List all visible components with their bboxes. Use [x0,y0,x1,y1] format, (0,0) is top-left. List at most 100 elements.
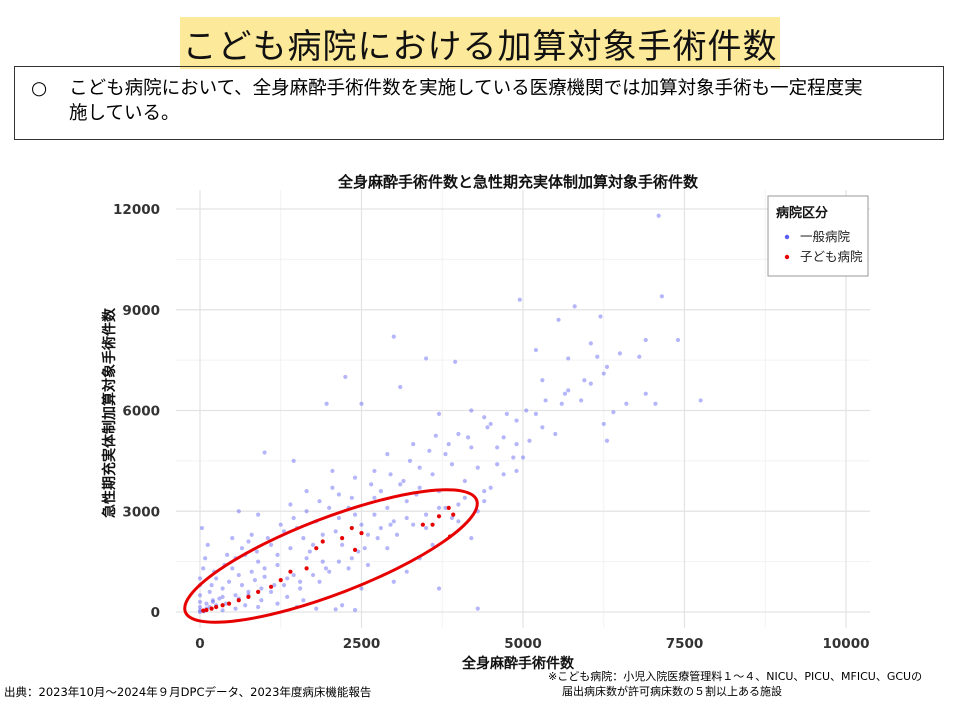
point-general [314,606,319,611]
point-general [436,411,442,416]
point-general [543,398,548,403]
point-general [340,542,345,547]
point-general [488,421,493,427]
point-general [449,515,455,521]
point-general [436,586,442,591]
point-general [433,433,438,438]
point-general [401,478,406,484]
point-general [298,586,303,591]
point-general [343,374,348,380]
point-general [501,435,506,440]
point-general [324,401,329,406]
bullet-icon: ○ [31,78,48,99]
point-general [617,351,623,356]
point-general [407,458,413,463]
point-general [553,431,558,437]
point-general [404,499,409,504]
point-general [514,418,519,423]
point-general [588,341,593,346]
point-children [352,547,358,552]
point-general [504,411,509,416]
point-general [275,552,280,558]
point-general [404,569,409,574]
point-general [323,566,329,571]
point-general [659,294,664,299]
point-general [288,546,293,551]
point-general [209,583,214,588]
point-general [340,603,345,608]
point-general [239,583,245,588]
point-general [653,401,658,406]
point-general [443,505,448,510]
point-general [465,435,471,440]
point-general [246,539,251,544]
point-general [210,599,216,605]
point-general [201,566,206,571]
point-general [482,415,487,420]
point-children [214,604,219,610]
point-general [398,482,403,487]
point-children [256,589,261,594]
point-general [582,378,587,383]
point-general [304,489,309,494]
point-general [254,549,259,554]
point-general [246,589,251,594]
point-general [310,542,316,547]
point-general [320,559,325,564]
point-general [197,576,203,581]
point-general [352,607,358,613]
axis-ticks: 0 2500 5000 7500 10000 0 3000 6000 9000 12000 [113,202,869,652]
point-general [540,378,545,383]
x-tick-label: 10000 [823,636,870,652]
point-general [346,566,351,571]
point-general [469,408,474,413]
point-general [424,512,429,517]
point-general [527,438,532,443]
point-general [252,577,258,583]
point-general [236,572,241,578]
y-tick-label: 12000 [113,202,160,218]
point-general [572,304,577,309]
point-general [278,522,283,527]
point-general [388,472,393,477]
point-general [330,468,335,474]
point-general [236,509,241,514]
point-general [262,566,267,571]
legend-marker-children [784,254,790,260]
point-general [272,583,277,588]
point-general [533,411,539,416]
point-general [220,594,225,599]
point-general [320,532,325,537]
point-general [456,502,461,507]
point-general [249,532,254,537]
y-tick-label: 9000 [122,303,160,319]
point-general [203,556,208,561]
point-general [562,391,568,396]
point-general [230,566,235,571]
legend-box [767,195,869,277]
point-general [298,579,303,584]
point-general [285,594,290,599]
x-axis-label: 全身麻酔手術件数 [461,655,575,672]
point-general [265,536,270,541]
point-general [488,485,493,490]
legend-marker-general [784,234,790,240]
point-general [365,532,371,537]
point-general [375,536,380,541]
footer-note: ※こども病院：小児入院医療管理料１～４、NICU、PICU、MFICU、GCUの… [548,669,922,699]
point-general [220,608,225,613]
point-general [601,371,606,376]
point-general [239,546,245,551]
summary-line-1: こども病院において、全身麻酔手術件数を実施している医療機関では加算対象手術も一定… [69,78,863,99]
point-general [327,505,332,510]
point-general [197,608,203,613]
point-general [197,604,203,610]
point-general [304,509,309,514]
point-general [656,213,661,218]
grid [176,190,870,628]
point-general [359,586,364,591]
point-general [352,475,358,480]
point-children [359,530,364,536]
point-general [595,354,600,359]
